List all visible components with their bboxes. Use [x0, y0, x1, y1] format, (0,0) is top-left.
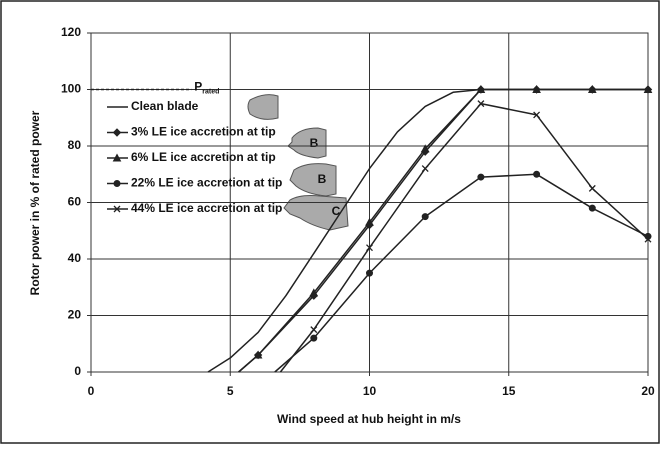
marker [533, 170, 541, 178]
legend-label: 44% LE ice accretion at tip [131, 201, 282, 215]
marker [420, 144, 430, 153]
legend-label: Clean blade [131, 99, 199, 113]
x-tick-label: 10 [363, 384, 377, 398]
y-axis-label: Rotor power in % of rated power [28, 110, 42, 295]
y-tick-label: 0 [74, 364, 81, 378]
marker [532, 84, 541, 93]
marker [366, 269, 373, 277]
marker [309, 288, 319, 297]
legend-marker [112, 128, 122, 137]
marker [533, 111, 541, 119]
y-tick-label: 100 [61, 82, 81, 96]
rated-label-main: P [194, 80, 202, 94]
series-line [279, 102, 649, 373]
legend-label: 6% LE ice accretion at tip [131, 150, 276, 164]
marker [310, 334, 318, 342]
y-tick-label: 80 [68, 138, 82, 152]
legend-marker [112, 153, 122, 162]
rated-label: Prated [194, 80, 219, 96]
icon-b1 [287, 127, 327, 159]
rated-label-sub: rated [202, 88, 219, 95]
marker [587, 84, 597, 93]
marker [588, 184, 596, 192]
x-tick-label: 0 [88, 384, 95, 398]
x-tick-label: 5 [227, 384, 234, 398]
x-tick-label: 15 [502, 384, 516, 398]
legend-marker [113, 205, 121, 213]
x-tick-label: 20 [641, 384, 655, 398]
marker [310, 326, 318, 334]
marker [477, 100, 485, 108]
marker [643, 84, 653, 93]
marker [644, 235, 652, 243]
legend-label: 22% LE ice accretion at tip [131, 176, 282, 190]
y-tick-label: 20 [68, 308, 82, 322]
icon-label: B [310, 136, 319, 150]
icon-label: B [318, 172, 327, 186]
marker [366, 244, 373, 252]
marker [365, 217, 374, 226]
legend-label: 3% LE ice accretion at tip [131, 125, 276, 139]
icon-label: C [332, 204, 341, 218]
marker [253, 350, 263, 359]
marker [421, 213, 429, 221]
marker [476, 84, 486, 93]
x-axis-label: Wind speed at hub height in m/s [277, 412, 461, 426]
icon-b2 [289, 163, 337, 197]
marker [421, 165, 429, 173]
ice-icons [247, 94, 349, 231]
y-tick-label: 40 [68, 251, 82, 265]
y-tick-label: 120 [61, 25, 81, 39]
marker [588, 204, 596, 212]
marker [477, 173, 485, 181]
series-line [274, 173, 649, 373]
y-tick-label: 60 [68, 195, 82, 209]
legend-marker [113, 180, 121, 187]
icon-clean [247, 94, 279, 120]
